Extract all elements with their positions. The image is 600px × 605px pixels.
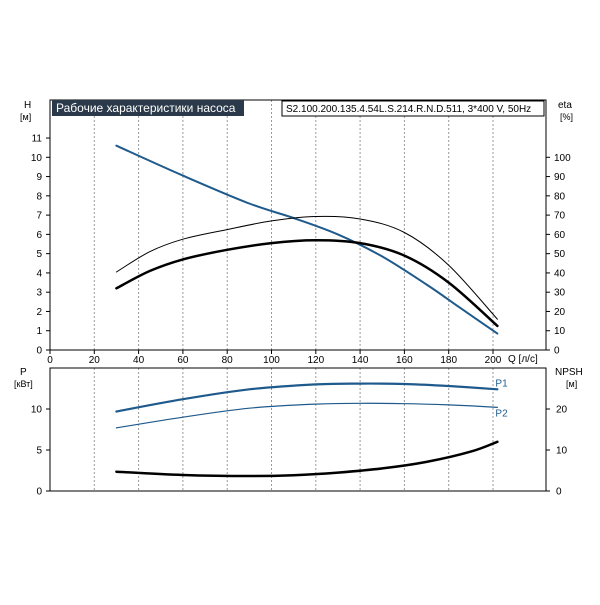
upper-series [115,144,499,335]
upper-right-tick-label: 70 [554,211,566,222]
lower-right-tick-label: 10 [556,446,568,457]
upper-left-tick-label: 3 [36,288,42,299]
upper-right-tick-label: 30 [554,288,566,299]
x-tick-label: 0 [47,355,53,366]
upper-right-axis-label: eta [558,100,572,111]
upper-right-tick-label: 20 [554,307,566,318]
x-tick-label: 40 [133,355,145,366]
upper-left-tick-label: 9 [36,172,42,183]
upper-left-tick-label: 5 [36,249,42,260]
upper-right-axis-unit: [%] [560,112,573,122]
upper-right-tick-label: 90 [554,172,566,183]
lower-right-tick-label: 0 [556,487,562,498]
series-P1-line [115,382,499,413]
upper-left-tick-label: 2 [36,307,42,318]
upper-left-tick-label: 4 [36,268,42,279]
lower-left-tick-label: 0 [36,487,42,498]
upper-right-tick-label: 60 [554,230,566,241]
lower-right-axis-label: NPSH [555,367,583,378]
lower-left-axis-unit: [кВт] [14,379,33,389]
upper-left-tick-label: 1 [36,326,42,337]
upper-right-tick-label: 100 [554,153,571,164]
x-tick-label: 80 [222,355,234,366]
lower-left-axis-label: P [20,367,27,378]
series-P2-label: P2 [495,408,508,419]
x-tick-label: 160 [396,355,413,366]
x-tick-label: 180 [440,355,457,366]
lower-left-tick-label: 10 [31,405,43,416]
upper-left-tick-label: 7 [36,211,42,222]
lower-ticks: 0 5 10 0 10 20 [31,405,568,498]
lower-chart-grid [93,368,494,491]
x-tick-label: 100 [263,355,280,366]
upper-left-tick-label: 10 [31,153,43,164]
upper-left-tick-label: 6 [36,230,42,241]
series-H-line [115,144,499,335]
lower-left-tick-label: 5 [36,446,42,457]
upper-right-tick-label: 10 [554,326,566,337]
upper-left-axis-label: H [24,100,31,111]
upper-left-tick-label: 8 [36,191,42,202]
chart-title: Рабочие характеристики насоса [56,101,236,115]
series-eta-thick-line [115,238,499,328]
series-P2-line [115,402,498,429]
upper-plot-frame [49,99,547,351]
x-tick-label: 120 [307,355,324,366]
lower-plot-frame [49,367,547,492]
x-tick-label: 60 [177,355,189,366]
x-tick-label: 200 [485,355,502,366]
upper-right-tick-label: 0 [554,346,560,357]
upper-right-tick-label: 50 [554,249,566,260]
upper-ticks: 0 1 2 3 4 5 6 7 8 9 10 11 0 10 20 30 40 50 60 70 80 90 100 0 20 4… [31,134,571,366]
lower-right-tick-label: 20 [556,405,568,416]
model-label-box [281,100,545,117]
lower-series: P1 P2 [115,378,508,478]
upper-right-tick-label: 80 [554,191,566,202]
series-eta-thin-line [115,215,498,320]
series-NPSH-line [115,440,499,478]
model-label: S2.100.200.135.4.54L.S.214.R.N.D.511, 3*… [286,104,531,115]
upper-left-tick-label: 11 [32,134,43,145]
upper-left-tick-label: 0 [36,346,42,357]
x-axis-label: Q [л/с] [508,354,538,365]
lower-right-axis-unit: [м] [566,379,577,389]
upper-right-tick-label: 40 [554,268,566,279]
x-tick-label: 20 [89,355,101,366]
series-P1-label: P1 [495,378,508,389]
upper-chart-grid [93,100,494,350]
upper-left-axis-unit: [м] [20,112,31,122]
chart-title-background [52,100,244,116]
x-tick-label: 140 [352,355,369,366]
